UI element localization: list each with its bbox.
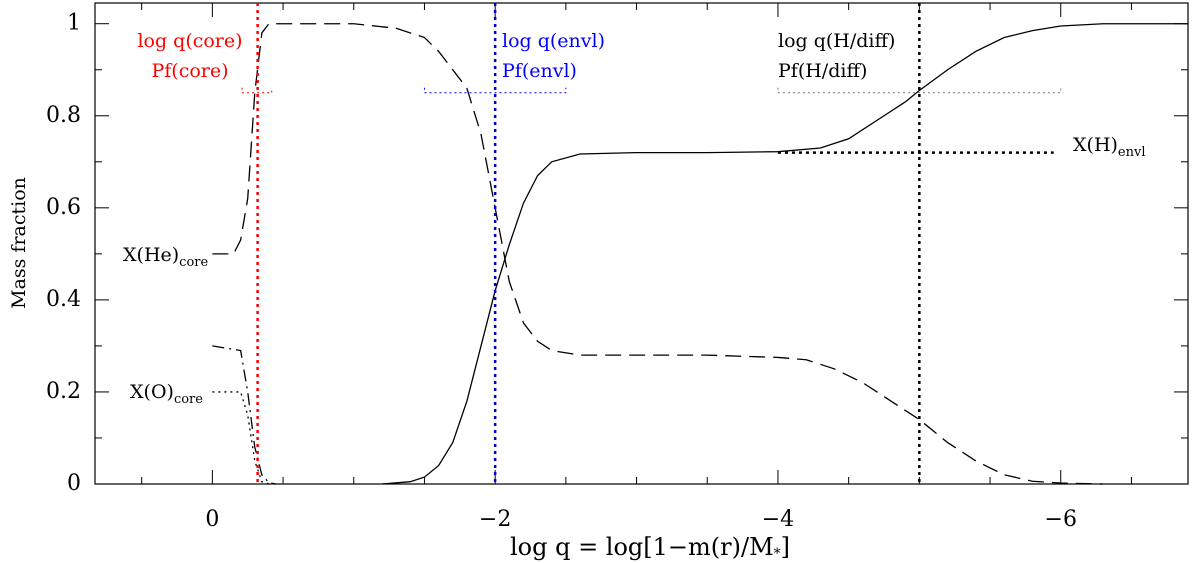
annotation: log q(H/diff) bbox=[778, 30, 895, 52]
bracket bbox=[423, 87, 567, 94]
x-axis-label: log q = log[1−m(r)/M*] bbox=[510, 533, 790, 563]
annotation: Pf(core) bbox=[151, 60, 228, 82]
annotation-sub: envl bbox=[1118, 145, 1146, 160]
annotation-sub: core bbox=[174, 392, 203, 407]
annotation-text: X(O) bbox=[130, 381, 174, 403]
x-axis-label-main: log q = log[1−m(r)/M bbox=[510, 533, 774, 561]
annotation: X(H)envl bbox=[1073, 134, 1146, 160]
x-tick-label: −4 bbox=[762, 507, 794, 532]
annotation-text: X(He) bbox=[123, 244, 179, 266]
annotation: Pf(envl) bbox=[502, 60, 577, 82]
series-line bbox=[212, 23, 1104, 485]
annotation: log q(envl) bbox=[502, 30, 605, 52]
y-tick-label: 0.4 bbox=[46, 287, 81, 312]
y-tick-label: 0.2 bbox=[46, 379, 81, 404]
x-axis-label-sub: * bbox=[774, 546, 781, 562]
annotation-text: log q(core) bbox=[137, 30, 242, 52]
annotation-text: log q(H/diff) bbox=[778, 30, 895, 52]
annotation: X(He)core bbox=[123, 244, 208, 270]
annotation-text: Pf(envl) bbox=[502, 60, 577, 82]
x-axis-label-end: ] bbox=[781, 533, 790, 561]
bracket bbox=[777, 87, 1062, 94]
annotation-text: X(H) bbox=[1073, 134, 1118, 156]
annotation-text: Pf(core) bbox=[151, 60, 228, 82]
annotation: X(O)core bbox=[130, 381, 203, 407]
x-tick-label: −2 bbox=[479, 507, 511, 532]
annotation-text: log q(envl) bbox=[502, 30, 605, 52]
annotation: log q(core) bbox=[137, 30, 242, 52]
plot-frame bbox=[94, 2, 1189, 485]
annotation: Pf(H/diff) bbox=[778, 60, 867, 82]
y-tick-label: 0 bbox=[67, 471, 81, 496]
series-line bbox=[381, 23, 1188, 485]
x-tick-label: −6 bbox=[1045, 507, 1077, 532]
y-axis-label: Mass fraction bbox=[8, 177, 30, 309]
annotation-sub: core bbox=[179, 255, 208, 270]
y-tick-label: 0.8 bbox=[46, 103, 81, 128]
y-tick-label: 0.6 bbox=[46, 195, 81, 220]
y-tick-label: 1 bbox=[67, 11, 81, 36]
annotation-text: Pf(H/diff) bbox=[778, 60, 867, 82]
x-tick-label: 0 bbox=[205, 507, 219, 532]
series-line bbox=[212, 345, 277, 485]
